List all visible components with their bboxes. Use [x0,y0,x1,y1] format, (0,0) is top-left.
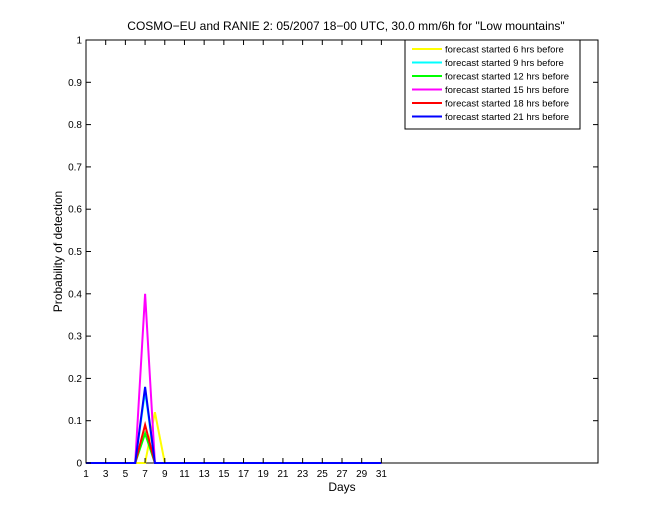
y-tick-label: 0.1 [68,416,82,427]
legend-label: forecast started 21 hrs before [445,112,569,123]
x-tick-label: 31 [376,469,388,480]
x-axis-ticks: 1 3 5 7 9 11 13 15 17 19 21 23 25 27 29 31 [83,40,387,480]
series-line-5 [86,420,382,464]
x-tick-label: 27 [336,469,348,480]
series-line-3 [86,430,382,464]
y-tick-label: 0.7 [68,162,82,173]
x-tick-label: 25 [317,469,329,480]
x-tick-label: 21 [277,469,289,480]
y-tick-label: 0.3 [68,332,82,343]
legend-label: forecast started 18 hrs before [445,99,569,110]
y-tick-label: 0.5 [68,247,82,258]
y-tick-label: 0.8 [68,120,82,131]
y-tick-label: 0.4 [68,289,82,300]
x-tick-label: 15 [218,469,230,480]
x-tick-label: 19 [258,469,270,480]
legend-label: forecast started 15 hrs before [445,85,569,96]
legend: forecast started 6 hrs before forecast st… [404,39,581,130]
x-tick-label: 23 [297,469,309,480]
y-axis-ticks: 0 0.1 0.2 0.3 0.4 0.5 0.6 0.7 0.8 0.9 1 [68,36,598,470]
x-tick-label: 9 [162,469,168,480]
x-tick-label: 13 [199,469,211,480]
legend-box [404,39,581,130]
legend-label: forecast started 6 hrs before [445,45,564,56]
x-axis-label: Days [328,480,355,494]
x-tick-label: 3 [103,469,109,480]
x-tick-label: 17 [238,469,250,480]
y-tick-label: 0.2 [68,374,82,385]
series-layer [86,293,382,464]
x-tick-label: 7 [142,469,148,480]
series-line-4 [86,293,382,464]
y-tick-label: 0 [76,459,82,470]
x-tick-label: 1 [83,469,89,480]
y-tick-label: 0.9 [68,78,82,89]
series-line-1 [86,412,382,464]
series-line-6 [86,386,382,464]
y-tick-label: 1 [76,36,82,47]
plot-area: 1 3 5 7 9 11 13 15 17 19 21 23 25 27 29 31 00.10.20.30.… [68,36,599,480]
x-tick-label: 5 [123,469,129,480]
chart-title: COSMO−EU and RANIE 2: 05/2007 18−00 UTC,… [127,19,564,33]
legend-label: forecast started 12 hrs before [445,72,569,83]
x-tick-label: 11 [179,469,190,480]
y-axis-label: Probability of detection [51,191,65,312]
legend-label: forecast started 9 hrs before [445,58,564,69]
x-tick-label: 29 [356,469,368,480]
series-line-2 [86,390,382,464]
y-tick-label: 0.6 [68,205,82,216]
